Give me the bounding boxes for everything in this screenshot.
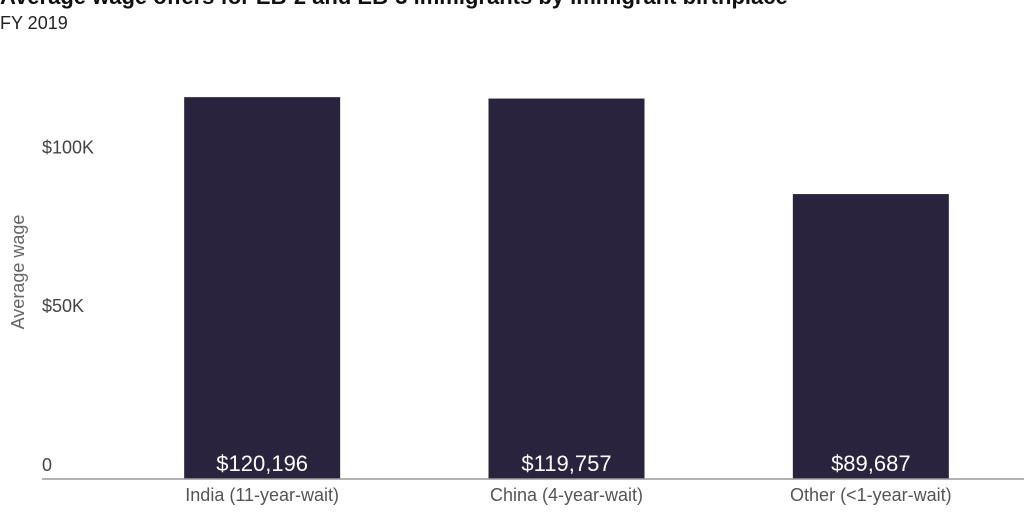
value-label: $120,196 xyxy=(216,451,308,476)
value-label: $89,687 xyxy=(831,451,911,476)
x-tick-label: India (11-year-wait) xyxy=(185,485,339,505)
y-tick-label: $100K xyxy=(42,137,94,157)
y-axis-label: Average wage xyxy=(8,215,28,330)
chart-subtitle: FY 2019 xyxy=(0,13,68,33)
bar xyxy=(792,194,949,480)
bar xyxy=(488,98,645,479)
x-tick-label: Other (<1-year-wait) xyxy=(790,485,952,505)
value-label: $119,757 xyxy=(521,451,611,476)
x-tick-label: China (4-year-wait) xyxy=(490,485,643,505)
y-tick-label: $50K xyxy=(42,296,84,316)
y-tick-label: 0 xyxy=(42,455,52,475)
chart-title: Average wage offers for EB-2 and EB-3 im… xyxy=(0,0,788,9)
bar xyxy=(184,97,341,480)
